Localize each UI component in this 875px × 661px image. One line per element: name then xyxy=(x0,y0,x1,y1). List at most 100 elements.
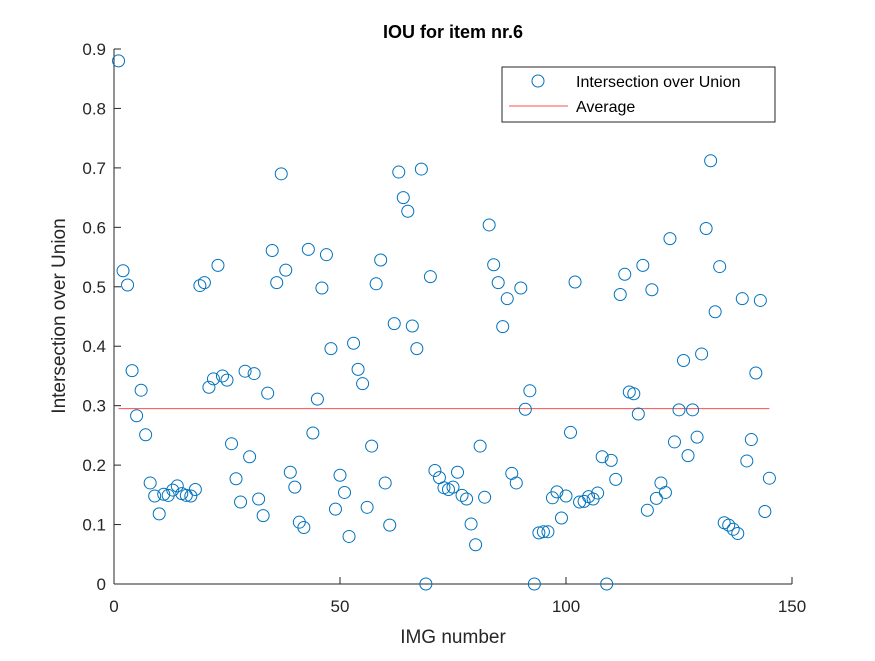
data-point xyxy=(243,450,257,464)
data-point xyxy=(491,276,505,290)
data-point xyxy=(306,426,320,440)
y-tick-label: 0.8 xyxy=(82,99,106,118)
data-point xyxy=(509,476,523,490)
data-point xyxy=(740,454,754,468)
data-point xyxy=(672,403,686,417)
y-tick-label: 0.1 xyxy=(82,516,106,535)
data-point xyxy=(677,353,691,367)
data-point xyxy=(392,165,406,179)
data-point xyxy=(609,472,623,486)
y-tick-label: 0.6 xyxy=(82,218,106,237)
y-tick-label: 0.4 xyxy=(82,337,106,356)
data-point xyxy=(500,292,514,306)
data-point xyxy=(220,373,234,387)
data-point xyxy=(315,281,329,295)
data-point xyxy=(523,384,537,398)
chart-title: IOU for item nr.6 xyxy=(383,22,523,42)
data-point xyxy=(184,489,198,503)
data-point xyxy=(342,529,356,543)
data-point xyxy=(319,248,333,262)
data-point xyxy=(365,439,379,453)
data-point xyxy=(134,383,148,397)
data-point xyxy=(527,577,541,591)
data-point xyxy=(744,433,758,447)
data-point xyxy=(762,471,776,485)
data-point xyxy=(464,517,478,531)
data-point xyxy=(351,362,365,376)
y-tick-label: 0.3 xyxy=(82,397,106,416)
data-point xyxy=(559,489,573,503)
data-point xyxy=(310,392,324,406)
data-point xyxy=(378,476,392,490)
data-point xyxy=(265,244,279,258)
x-tick-label: 150 xyxy=(778,597,806,616)
data-point xyxy=(613,288,627,302)
data-point xyxy=(591,486,605,500)
data-point xyxy=(170,479,184,493)
plot-area-background xyxy=(114,49,792,584)
data-point xyxy=(252,492,266,506)
data-point xyxy=(640,503,654,517)
data-point xyxy=(496,320,510,334)
data-point xyxy=(288,480,302,494)
data-point xyxy=(428,463,442,477)
data-point xyxy=(206,372,220,386)
data-point xyxy=(347,336,361,350)
data-point xyxy=(667,435,681,449)
data-point xyxy=(301,242,315,256)
y-tick-label: 0.9 xyxy=(82,40,106,59)
data-point xyxy=(324,342,338,356)
data-point xyxy=(414,162,428,176)
data-point xyxy=(116,264,130,278)
data-point xyxy=(157,487,171,501)
data-point xyxy=(356,377,370,391)
data-point xyxy=(215,369,229,383)
data-point xyxy=(188,482,202,496)
data-point xyxy=(699,222,713,236)
data-point xyxy=(451,465,465,479)
data-point xyxy=(130,409,144,423)
x-tick-label: 50 xyxy=(331,597,350,616)
data-point xyxy=(383,518,397,532)
data-point xyxy=(197,276,211,290)
data-point xyxy=(455,488,469,502)
data-point xyxy=(749,366,763,380)
data-point xyxy=(554,511,568,525)
data-point xyxy=(550,485,564,499)
data-point xyxy=(374,253,388,267)
data-point xyxy=(663,232,677,246)
data-point xyxy=(735,292,749,306)
data-point xyxy=(238,364,252,378)
data-point xyxy=(410,342,424,356)
data-point xyxy=(387,317,401,331)
data-point xyxy=(121,278,135,292)
data-point xyxy=(690,430,704,444)
data-point xyxy=(247,367,261,381)
data-point xyxy=(274,167,288,181)
data-point xyxy=(536,525,550,539)
legend-box xyxy=(501,66,776,123)
data-point xyxy=(202,380,216,394)
data-point xyxy=(514,281,528,295)
data-point xyxy=(396,191,410,205)
data-point xyxy=(731,526,745,540)
data-point xyxy=(636,258,650,272)
data-point xyxy=(297,521,311,535)
data-point xyxy=(595,450,609,464)
data-point xyxy=(401,204,415,218)
data-point xyxy=(758,504,772,518)
y-tick-label: 0.5 xyxy=(82,278,106,297)
x-axis-label: IMG number xyxy=(400,627,506,648)
data-point xyxy=(518,402,532,416)
data-point xyxy=(369,277,383,291)
data-point xyxy=(482,218,496,232)
data-point xyxy=(419,577,433,591)
data-point xyxy=(328,502,342,516)
data-point xyxy=(112,54,126,68)
data-point xyxy=(541,525,555,539)
data-point xyxy=(487,258,501,272)
data-point xyxy=(631,407,645,421)
data-point xyxy=(722,518,736,532)
data-point xyxy=(139,428,153,442)
